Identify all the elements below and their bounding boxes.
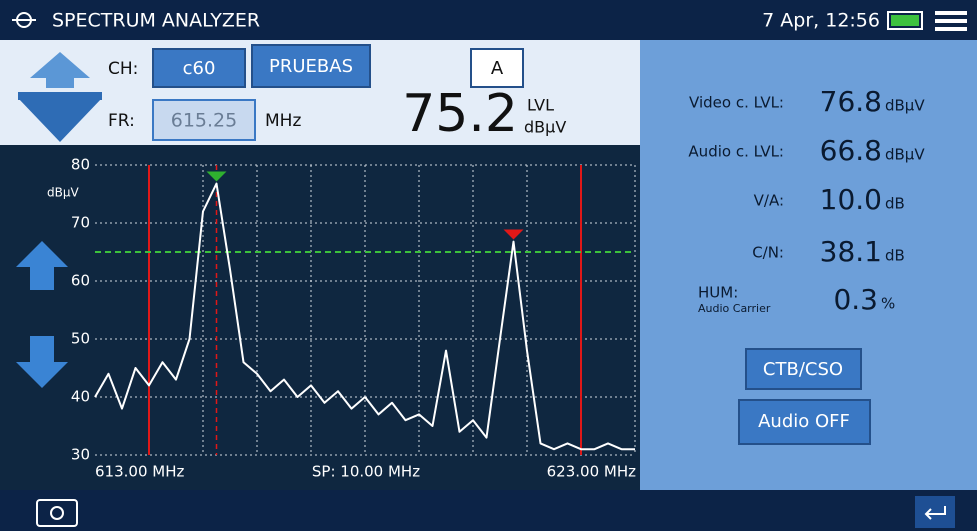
audio-off-button[interactable]: [738, 399, 871, 445]
back-icon: [924, 506, 946, 520]
plan-button[interactable]: [251, 44, 371, 88]
marker: [206, 171, 227, 182]
channel-down[interactable]: [18, 98, 102, 142]
spectrum-panel: [0, 145, 640, 490]
channel: c60: [183, 58, 216, 79]
x-end-label: 623.00 MHz: [547, 463, 636, 481]
level-label: LVL: [527, 96, 554, 115]
battery-level: [891, 15, 919, 26]
mode-button[interactable]: [470, 48, 524, 88]
measurement-label: V/A:: [754, 192, 784, 210]
measurement-value: 10.0: [820, 183, 882, 216]
level: 75.2: [402, 84, 518, 144]
battery: [887, 11, 923, 30]
button-label: CTB/CSO: [763, 359, 843, 380]
plan: PRUEBAS: [269, 56, 353, 77]
back-button[interactable]: [915, 496, 955, 528]
y-tick-label: 30: [71, 446, 90, 464]
measurement-unit: dB: [885, 247, 905, 265]
measurement-label: C/N:: [752, 244, 784, 262]
top-bar: [0, 0, 977, 40]
screenshot-button[interactable]: [36, 499, 78, 527]
measurement-unit: dBµV: [885, 97, 925, 115]
level-unit: dBµV: [524, 118, 566, 137]
x-start-label: 613.00 MHz: [95, 463, 184, 481]
measurement-label: Video c. LVL:: [689, 94, 784, 112]
mode: A: [491, 58, 504, 79]
ref-down[interactable]: [30, 336, 54, 363]
spectrum-trace: [94, 182, 635, 451]
datetime: 7 Apr, 12:56: [762, 10, 880, 32]
screenshot-icon: [50, 506, 64, 520]
channel-up[interactable]: [30, 52, 90, 88]
measurement-value: 0.3: [833, 283, 878, 316]
measurement-unit: %: [881, 295, 895, 313]
y-tick-label: 60: [71, 272, 90, 290]
measurement-unit: dBµV: [885, 146, 925, 164]
fr-label: FR:: [108, 111, 135, 131]
measurement-sublabel: Audio Carrier: [698, 302, 771, 315]
y-tick-label: 80: [71, 156, 90, 174]
channel-button[interactable]: [152, 48, 246, 88]
measurement-value: 76.8: [820, 85, 882, 118]
measurement-value: 38.1: [820, 235, 882, 268]
ref-down[interactable]: [16, 362, 68, 388]
measurement-label: Audio c. LVL:: [688, 143, 784, 161]
measurement-value: 66.8: [820, 134, 882, 167]
menu-icon[interactable]: [935, 11, 967, 31]
frequency: 615.25: [171, 110, 237, 132]
frequency-unit: MHz: [265, 111, 301, 131]
y-unit: dBµV: [47, 186, 79, 200]
marker: [503, 229, 524, 240]
ref-up[interactable]: [16, 241, 68, 290]
y-tick-label: 70: [71, 214, 90, 232]
frequency-field[interactable]: [152, 99, 256, 141]
bottom-bar: [0, 490, 977, 531]
measurement-label: HUM:: [698, 284, 738, 302]
measurement-unit: dB: [885, 195, 905, 213]
y-tick-label: 50: [71, 330, 90, 348]
button-label: Audio OFF: [758, 411, 850, 432]
title: SPECTRUM ANALYZER: [52, 10, 260, 32]
y-tick-label: 40: [71, 388, 90, 406]
ctb-cso-button[interactable]: [745, 348, 862, 390]
span-label: SP: 10.00 MHz: [312, 463, 420, 481]
channel-down[interactable]: [18, 92, 102, 100]
ch-label: CH:: [108, 59, 138, 79]
